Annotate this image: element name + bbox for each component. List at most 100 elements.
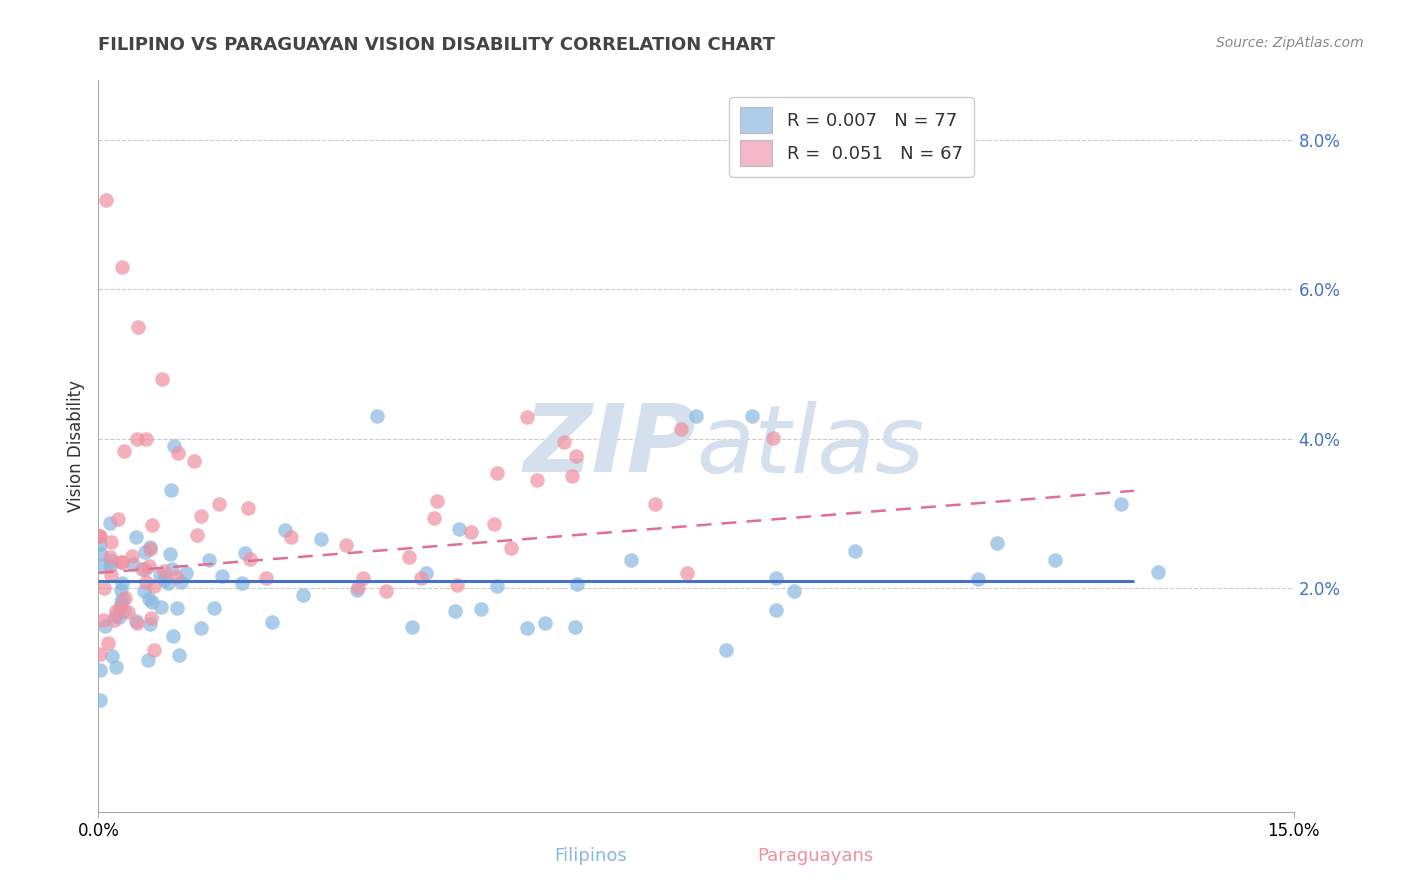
Point bbox=[426, 494, 449, 508]
Point bbox=[111, 260, 134, 274]
Point bbox=[125, 530, 148, 544]
Point bbox=[346, 582, 368, 597]
Point bbox=[352, 571, 374, 585]
Point bbox=[449, 522, 471, 536]
Point bbox=[1111, 497, 1133, 511]
Point bbox=[112, 443, 135, 458]
Point bbox=[103, 614, 125, 628]
Point bbox=[423, 511, 446, 525]
Point bbox=[207, 497, 229, 511]
Point bbox=[98, 550, 121, 565]
Point bbox=[174, 566, 197, 580]
Point bbox=[782, 584, 804, 599]
Point bbox=[94, 619, 117, 633]
Point bbox=[501, 541, 523, 555]
Point bbox=[108, 609, 131, 624]
Point bbox=[644, 496, 666, 510]
Point bbox=[516, 621, 538, 635]
Point bbox=[104, 609, 127, 624]
Point bbox=[150, 372, 173, 386]
Point bbox=[685, 409, 707, 424]
Point bbox=[236, 500, 259, 515]
Point bbox=[162, 629, 184, 643]
Text: atlas: atlas bbox=[696, 401, 924, 491]
Point bbox=[127, 615, 149, 630]
Point bbox=[110, 556, 132, 570]
Point bbox=[110, 583, 132, 598]
Point bbox=[460, 525, 482, 540]
Point bbox=[134, 562, 156, 576]
Point bbox=[131, 562, 153, 576]
Point bbox=[565, 577, 588, 591]
Point bbox=[134, 583, 156, 598]
Point bbox=[239, 552, 262, 566]
Point bbox=[139, 541, 162, 555]
Point bbox=[104, 604, 127, 618]
Point bbox=[401, 620, 423, 634]
Point bbox=[138, 559, 160, 574]
Point bbox=[141, 517, 163, 532]
Point bbox=[366, 409, 388, 424]
Point bbox=[148, 568, 170, 582]
Point bbox=[139, 541, 162, 556]
Point bbox=[127, 432, 149, 446]
Point bbox=[117, 605, 139, 619]
Point bbox=[98, 559, 121, 574]
Point bbox=[89, 537, 111, 551]
Point bbox=[409, 571, 432, 585]
Point bbox=[620, 553, 643, 567]
Point bbox=[516, 410, 538, 425]
Point bbox=[486, 579, 509, 593]
Point bbox=[966, 572, 988, 586]
Point bbox=[107, 512, 129, 526]
Point bbox=[105, 659, 128, 673]
Point bbox=[100, 535, 122, 549]
Point bbox=[156, 576, 179, 591]
Point bbox=[134, 545, 156, 559]
Point bbox=[135, 432, 157, 446]
Point bbox=[309, 533, 332, 547]
Point bbox=[762, 432, 785, 446]
Point bbox=[167, 446, 190, 460]
Point bbox=[274, 523, 297, 537]
Point bbox=[150, 599, 173, 614]
Text: Source: ZipAtlas.com: Source: ZipAtlas.com bbox=[1216, 36, 1364, 50]
Point bbox=[169, 648, 191, 663]
Point bbox=[485, 467, 508, 481]
Point bbox=[844, 544, 866, 558]
Point bbox=[233, 546, 256, 560]
Point bbox=[1147, 565, 1170, 579]
Point bbox=[374, 583, 396, 598]
Point bbox=[112, 604, 135, 618]
Point bbox=[111, 575, 134, 590]
Point bbox=[170, 575, 193, 590]
Point bbox=[231, 575, 253, 590]
Point bbox=[90, 558, 112, 572]
Point bbox=[93, 581, 115, 595]
Point bbox=[1043, 553, 1066, 567]
Point bbox=[142, 579, 165, 593]
Point bbox=[415, 566, 437, 581]
Point bbox=[765, 572, 787, 586]
Point bbox=[136, 653, 159, 667]
Point bbox=[121, 549, 143, 563]
Point bbox=[190, 508, 212, 523]
Text: ZIP: ZIP bbox=[523, 400, 696, 492]
Point bbox=[564, 619, 586, 633]
Point bbox=[89, 647, 111, 661]
Point bbox=[444, 604, 467, 618]
Point bbox=[121, 558, 143, 572]
Point bbox=[183, 454, 205, 468]
Point bbox=[89, 529, 111, 543]
Point bbox=[186, 527, 208, 541]
Point bbox=[676, 566, 699, 580]
Point bbox=[741, 409, 763, 424]
Y-axis label: Vision Disability: Vision Disability bbox=[66, 380, 84, 512]
Point bbox=[190, 621, 212, 635]
Point bbox=[280, 530, 302, 544]
Point bbox=[110, 600, 132, 615]
Point bbox=[765, 603, 787, 617]
Point bbox=[139, 611, 162, 625]
Point bbox=[100, 516, 122, 530]
Point bbox=[262, 615, 284, 629]
